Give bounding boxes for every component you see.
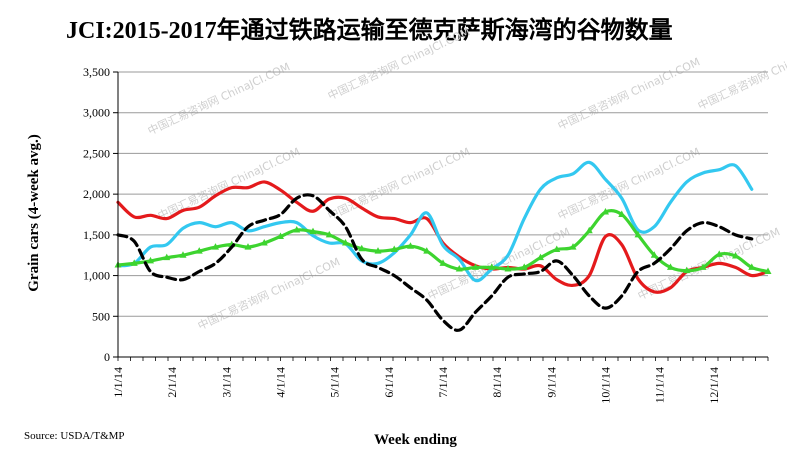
series-point-3 bbox=[244, 243, 252, 250]
series-point-3 bbox=[602, 208, 609, 215]
x-tick-label: 8/1/14 bbox=[490, 367, 504, 398]
series-point-3 bbox=[342, 239, 349, 246]
series-point-3 bbox=[618, 210, 626, 217]
series-layer bbox=[114, 160, 772, 332]
series-point-3 bbox=[585, 226, 593, 234]
series-point-3 bbox=[358, 244, 366, 252]
series-point-3 bbox=[325, 230, 333, 238]
series-point-3 bbox=[179, 251, 187, 258]
y-tick-label: 2,000 bbox=[83, 187, 110, 201]
watermark-text: 中国汇易咨询网 ChinaJCI.COM bbox=[325, 24, 472, 102]
series-point-3 bbox=[439, 259, 447, 266]
x-tick-label: 6/1/14 bbox=[382, 367, 396, 398]
series-point-3 bbox=[715, 250, 723, 257]
series-point-3 bbox=[309, 227, 317, 235]
series-line-4 bbox=[116, 193, 754, 332]
watermark-text: 中国汇易咨询网 ChinaJCI.COM bbox=[555, 54, 702, 132]
y-tick-label: 500 bbox=[92, 309, 110, 323]
series-point-3 bbox=[163, 253, 171, 261]
series-point-3 bbox=[732, 252, 739, 259]
watermark-text: 中国汇易咨询网 ChinaJCI.COM bbox=[195, 254, 342, 332]
series-point-3 bbox=[553, 245, 561, 253]
series-point-3 bbox=[260, 239, 268, 246]
x-tick-label: 9/1/14 bbox=[544, 367, 558, 398]
source-note: Source: USDA/T&MP bbox=[24, 430, 125, 442]
y-tick-label: 0 bbox=[104, 350, 110, 364]
series-point-3 bbox=[293, 225, 301, 233]
series-point-3 bbox=[683, 266, 691, 274]
series-point-3 bbox=[748, 263, 756, 270]
grid-lines bbox=[118, 71, 768, 317]
y-axis-label: Grain cars (4-week avg.) bbox=[26, 134, 42, 291]
series-point-3 bbox=[634, 230, 642, 238]
x-tick-label: 11/1/14 bbox=[653, 367, 667, 403]
watermark-text: 中国汇易咨询网 ChinaJCI.COM bbox=[325, 144, 472, 222]
series-point-3 bbox=[147, 256, 154, 264]
y-tick-label: 1,000 bbox=[83, 269, 110, 283]
series-point-3 bbox=[390, 245, 398, 253]
series-point-3 bbox=[699, 263, 707, 270]
x-tick-label: 3/1/14 bbox=[219, 367, 233, 398]
series-point-3 bbox=[667, 263, 674, 270]
series-point-3 bbox=[764, 267, 772, 274]
series-point-3 bbox=[212, 243, 219, 250]
x-tick-label: 1/1/14 bbox=[111, 367, 125, 398]
y-tick-label: 1,500 bbox=[83, 228, 110, 242]
series-line-2 bbox=[116, 160, 754, 283]
series-point-3 bbox=[455, 265, 463, 272]
x-axis-label: Week ending bbox=[374, 432, 457, 448]
series-point-3 bbox=[472, 263, 479, 270]
series-point-3 bbox=[504, 265, 512, 272]
series-point-3 bbox=[277, 232, 284, 239]
series-point-3 bbox=[537, 253, 544, 261]
watermark-text: 中国汇易咨询网 ChinaJCI.COM bbox=[695, 34, 787, 112]
watermark-text: 中国汇易咨询网 ChinaJCI.COM bbox=[155, 144, 302, 222]
watermark-text: 中国汇易咨询网 ChinaJCI.COM bbox=[145, 59, 292, 137]
series-point-3 bbox=[130, 259, 138, 266]
y-tick-label: 3,500 bbox=[83, 65, 110, 79]
series-point-3 bbox=[374, 247, 382, 254]
y-tick-label: 2,500 bbox=[83, 146, 110, 160]
x-tick-label: 4/1/14 bbox=[274, 367, 288, 398]
series-point-3 bbox=[650, 251, 658, 258]
x-tick-label: 10/1/14 bbox=[599, 367, 613, 404]
x-tick-label: 7/1/14 bbox=[436, 367, 450, 398]
chart-title: JCI:2015-2017年通过铁路运输至德克萨斯海湾的谷物数量 bbox=[66, 18, 673, 44]
series-point-3 bbox=[407, 242, 414, 249]
axes: 0 500 1,000 1,500 2,000 2,500 3,000 3,500 1/1/14… bbox=[83, 65, 769, 404]
x-tick-label: 2/1/14 bbox=[165, 367, 179, 398]
x-tick-label: 12/1/14 bbox=[707, 367, 721, 404]
series-point-3 bbox=[520, 263, 528, 270]
series-point-3 bbox=[423, 247, 431, 254]
series-point-3 bbox=[488, 263, 496, 270]
series-point-3 bbox=[569, 243, 577, 250]
y-tick-label: 3,000 bbox=[83, 106, 110, 120]
x-tick-label: 5/1/14 bbox=[328, 367, 342, 398]
series-point-3 bbox=[195, 247, 203, 254]
